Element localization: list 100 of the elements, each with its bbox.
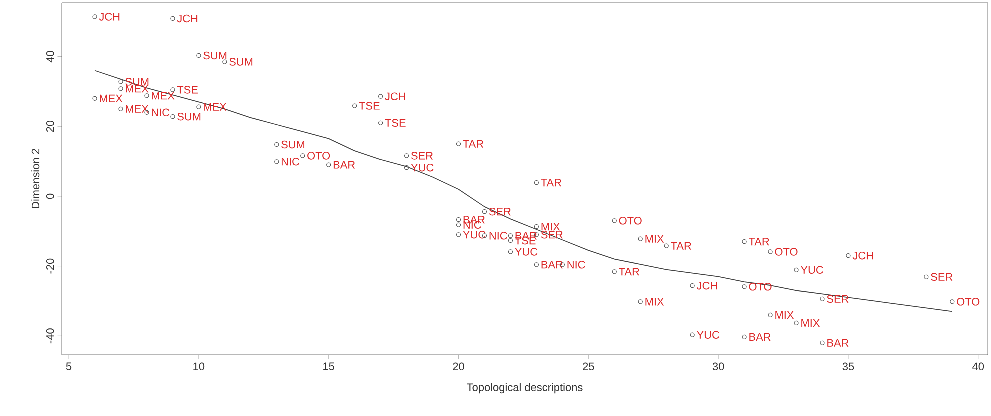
x-tick-label: 30	[712, 362, 724, 371]
annotation: NIC	[282, 158, 300, 166]
annotation: TSE	[359, 102, 380, 110]
point	[768, 250, 773, 254]
point	[612, 270, 617, 274]
annotation: MIX	[646, 298, 664, 306]
x-tick-label: 25	[583, 362, 594, 371]
y-tick-label: 20	[46, 120, 54, 132]
point	[144, 94, 150, 98]
annotation: MEX	[126, 85, 149, 93]
annotation: BAR	[750, 333, 771, 341]
annotation: TSE	[177, 86, 198, 94]
point	[196, 104, 202, 110]
point	[118, 86, 124, 92]
point	[378, 120, 384, 126]
annotation: SER	[931, 273, 953, 282]
x-tick-label: 40	[972, 362, 984, 371]
annotation: OTO	[619, 217, 642, 225]
point	[170, 114, 176, 120]
annotation: BAR	[828, 339, 849, 347]
annotation: SUM	[204, 52, 227, 60]
point	[950, 300, 955, 304]
annotation: TSE	[385, 119, 406, 128]
point	[820, 340, 825, 346]
point	[118, 80, 124, 84]
point	[742, 240, 747, 244]
x-tick-label: 15	[324, 362, 334, 370]
point	[690, 284, 695, 288]
point	[274, 142, 280, 148]
point	[404, 166, 410, 170]
y-tick-label: 40	[46, 51, 54, 63]
annotation: TAR	[619, 268, 640, 276]
annotation: OTO	[775, 248, 798, 256]
annotation: TAR	[541, 179, 562, 187]
annotation: JCH	[852, 252, 874, 260]
annotation: SUM	[282, 140, 305, 149]
x-tick-label: 20	[453, 362, 464, 371]
point	[534, 180, 539, 186]
annotation: MEX	[126, 105, 149, 113]
point	[170, 16, 176, 22]
annotation: JCH	[696, 282, 718, 290]
point	[508, 250, 514, 254]
annotation: SUM	[126, 78, 149, 86]
point	[742, 334, 747, 340]
point	[196, 53, 202, 58]
annotation: SUM	[230, 58, 253, 66]
annotation: TAR	[749, 238, 770, 246]
annotation: BAR	[334, 161, 356, 169]
point	[638, 300, 643, 304]
point	[274, 160, 280, 164]
point	[820, 296, 825, 302]
x-tick-label: 5	[66, 362, 72, 370]
point	[326, 162, 332, 168]
point	[352, 104, 358, 108]
annotation: OTO	[749, 283, 772, 291]
point	[300, 154, 306, 158]
point	[742, 284, 747, 290]
point	[404, 154, 410, 158]
point	[612, 218, 617, 224]
point	[534, 262, 539, 268]
annotation: SUM	[178, 112, 201, 121]
y-tick-label: -20	[46, 258, 54, 274]
point	[92, 14, 98, 20]
annotation: YUC	[800, 266, 824, 274]
point	[846, 254, 851, 258]
point	[794, 320, 799, 326]
annotation: BAR	[542, 261, 563, 269]
point	[508, 234, 514, 238]
annotation: YUC	[697, 331, 720, 339]
annotation: YUC	[515, 248, 538, 256]
annotation: MIX	[646, 235, 664, 243]
annotation: MIX	[542, 223, 560, 231]
point	[456, 218, 462, 222]
annotation: NIC	[152, 108, 170, 117]
annotation: SER	[411, 152, 434, 160]
point	[92, 96, 98, 101]
annotation: JCH	[385, 92, 406, 100]
point	[534, 224, 539, 230]
annotation: SER	[827, 295, 849, 304]
point	[456, 222, 462, 228]
point	[794, 268, 799, 272]
point	[118, 106, 124, 112]
point	[456, 142, 462, 146]
annotation: MIX	[776, 311, 794, 319]
point	[690, 332, 695, 338]
x-axis-title: Topological descriptions	[467, 383, 583, 394]
y-tick-label: 0	[46, 194, 54, 200]
annotation: MIX	[802, 319, 820, 327]
annotation: YUC	[463, 231, 486, 239]
point	[456, 232, 462, 238]
annotation: NIC	[490, 232, 508, 240]
annotation: YUC	[411, 164, 434, 172]
point	[664, 244, 669, 248]
y-axis-title: Dimension 2	[32, 149, 40, 209]
x-tick-label: 35	[842, 362, 854, 371]
point	[378, 94, 384, 99]
annotation: TAR	[671, 242, 692, 250]
annotation: JCH	[99, 13, 120, 21]
point	[638, 236, 643, 242]
annotation: MEX	[100, 94, 123, 102]
